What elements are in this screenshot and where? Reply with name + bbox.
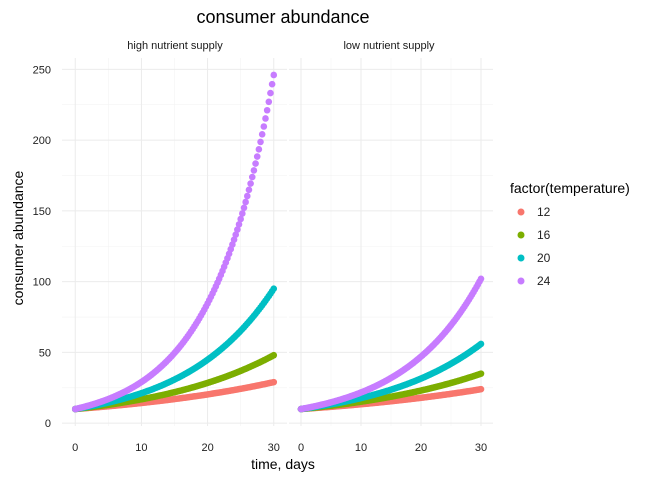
data-point	[265, 98, 273, 106]
x-tick-label: 0	[72, 442, 78, 454]
y-tick-label: 150	[33, 206, 51, 218]
data-point	[239, 210, 246, 217]
data-point	[252, 160, 259, 167]
strip-label-low: low nutrient supply	[343, 40, 435, 52]
data-point	[477, 275, 485, 283]
y-tick-label: 0	[45, 418, 51, 430]
grid-major	[289, 58, 493, 426]
y-axis-label: consumer abundance	[10, 170, 26, 305]
data-point	[268, 80, 276, 88]
data-point	[267, 89, 274, 97]
data-point	[477, 370, 485, 377]
x-tick-label: 10	[355, 442, 367, 454]
data-point	[235, 221, 243, 228]
x-axis-label: time, days	[251, 456, 315, 472]
data-point	[262, 115, 269, 122]
data-point	[237, 215, 244, 223]
legend: factor(temperature) 12 16 20 24	[510, 180, 630, 288]
legend-label-12: 12	[537, 205, 551, 219]
legend-title: factor(temperature)	[510, 180, 630, 196]
panel-high-nutrient-supply: high nutrient supply	[62, 40, 287, 426]
data-point	[257, 138, 264, 146]
legend-key-12	[517, 208, 525, 216]
x-tick-label: 0	[298, 442, 304, 454]
grid-minor	[62, 58, 287, 426]
legend-key-24	[517, 277, 525, 285]
data-point	[243, 192, 251, 200]
data-point	[240, 204, 248, 212]
strip-label-high: high nutrient supply	[127, 40, 223, 52]
series-24	[297, 275, 485, 413]
data-point	[245, 186, 253, 194]
x-tick-label: 10	[135, 442, 147, 454]
data-point	[270, 351, 278, 359]
legend-label-24: 24	[537, 274, 551, 288]
data-point	[242, 198, 249, 206]
data-point	[260, 123, 268, 130]
data-point	[247, 180, 254, 187]
data-point	[258, 131, 266, 138]
panel-low-nutrient-supply: low nutrient supply	[289, 40, 493, 426]
x-tick-label: 30	[475, 442, 487, 454]
data-point	[234, 226, 241, 233]
legend-label-16: 16	[537, 228, 551, 242]
x-tick-label: 20	[415, 442, 427, 454]
y-tick-label: 200	[33, 135, 51, 147]
y-tick-label: 250	[33, 64, 51, 76]
grid-minor	[289, 58, 493, 426]
data-point	[232, 231, 240, 239]
data-point	[270, 378, 278, 386]
data-point	[255, 146, 263, 153]
y-axis: 0 50 100 150 200 250	[33, 64, 51, 430]
x-tick-label: 30	[268, 442, 280, 454]
data-point	[270, 285, 278, 293]
series-12	[297, 385, 485, 413]
x-tick-label: 20	[201, 442, 213, 454]
x-axis-low: 0 10 20 30	[298, 442, 487, 454]
data-point	[253, 153, 261, 160]
y-tick-label: 100	[33, 277, 51, 289]
data-point	[248, 173, 256, 181]
data-point	[230, 236, 238, 243]
data-point	[270, 71, 278, 79]
data-point	[477, 340, 485, 348]
series-24	[71, 71, 278, 413]
legend-key-16	[517, 231, 525, 239]
data-point	[477, 385, 485, 393]
data-point	[263, 106, 271, 114]
y-tick-label: 50	[39, 347, 51, 359]
chart-title: consumer abundance	[196, 7, 369, 27]
data-point	[250, 167, 258, 174]
x-axis-high: 0 10 20 30	[72, 442, 280, 454]
legend-label-20: 20	[537, 251, 551, 265]
legend-key-20	[517, 254, 525, 262]
